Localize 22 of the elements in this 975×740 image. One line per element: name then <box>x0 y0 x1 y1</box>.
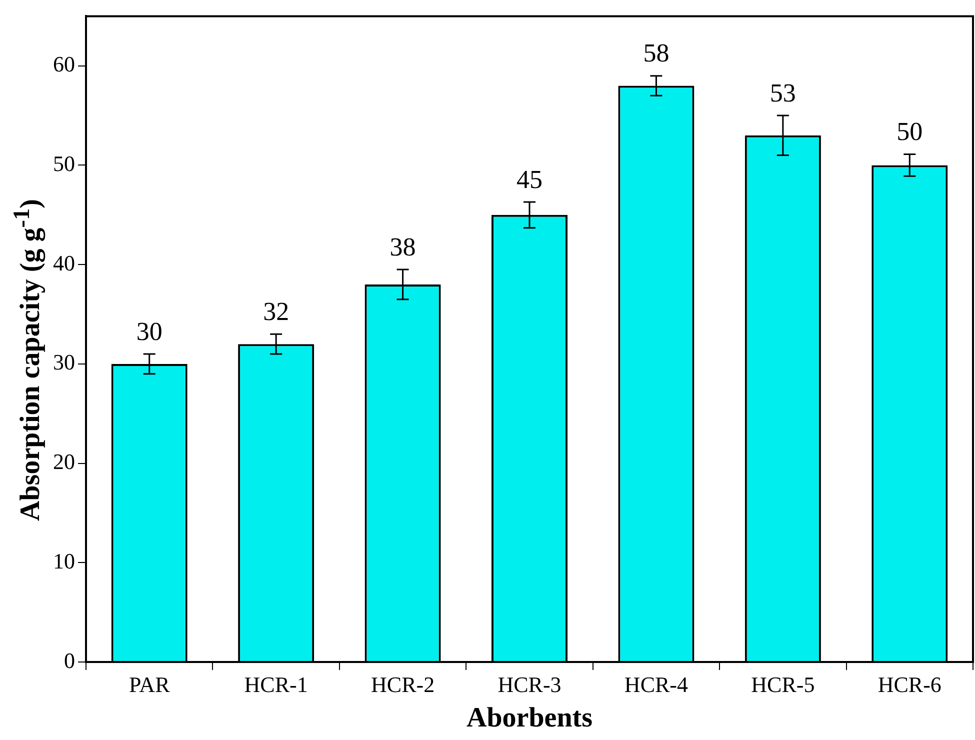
data-label: 38 <box>390 232 416 262</box>
y-tick-label: 20 <box>53 449 75 474</box>
data-label: 32 <box>263 296 290 326</box>
x-tick-label: HCR-6 <box>878 672 942 697</box>
y-tick-label: 50 <box>53 151 75 176</box>
data-label: 30 <box>136 316 162 346</box>
x-tick-label: HCR-5 <box>751 672 815 697</box>
data-label: 53 <box>770 78 796 108</box>
y-tick-label: 60 <box>53 52 75 77</box>
y-tick-label: 10 <box>53 548 75 574</box>
data-label: 50 <box>896 117 923 146</box>
y-tick-label: 0 <box>64 648 75 673</box>
x-axis-title: Aborbents <box>466 702 593 734</box>
y-tick-label: 30 <box>53 350 75 375</box>
x-tick-label: HCR-3 <box>498 672 562 697</box>
x-tick-label: PAR <box>128 672 170 697</box>
data-label: 58 <box>643 38 670 68</box>
data-label: 45 <box>516 164 542 194</box>
x-tick-label: HCR-2 <box>371 672 435 697</box>
x-tick-label: HCR-1 <box>244 672 308 697</box>
x-tick-label: HCR-4 <box>624 672 688 697</box>
y-tick-label: 40 <box>53 250 75 276</box>
